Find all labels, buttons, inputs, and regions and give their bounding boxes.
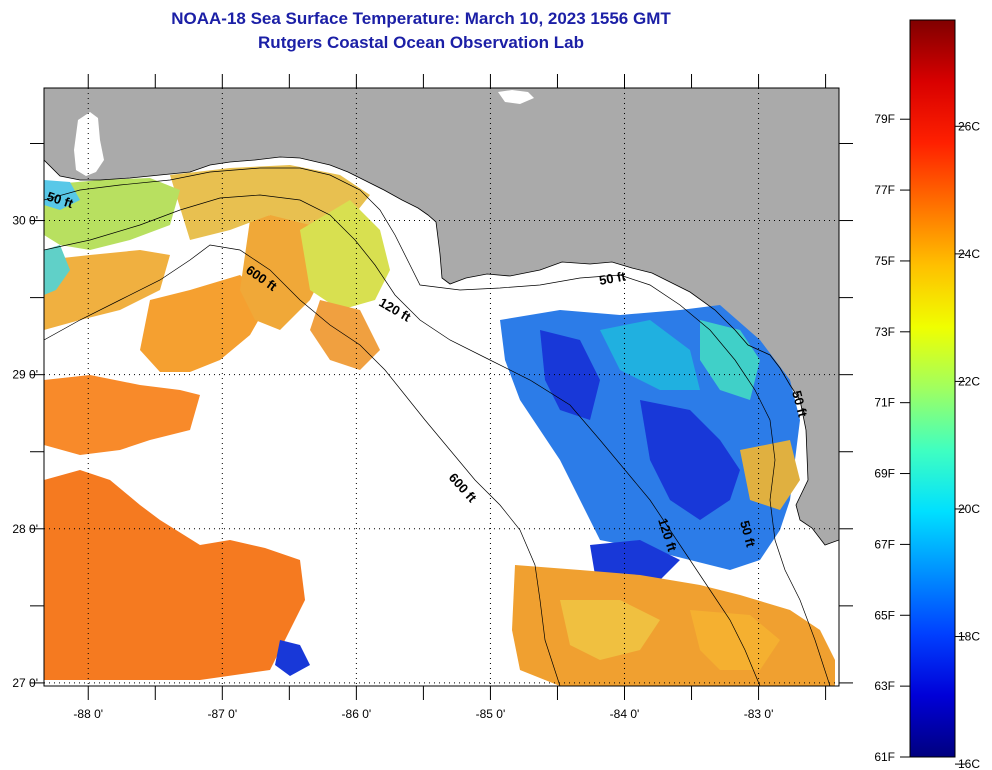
colorbar-f-label: 69F bbox=[874, 467, 895, 481]
x-tick-label: -83 0' bbox=[744, 707, 774, 721]
y-tick-label: 29 0' bbox=[12, 368, 38, 382]
colorbar-c-label: 22C bbox=[958, 374, 980, 388]
x-tick-label: -87 0' bbox=[207, 707, 237, 721]
lake-inlet bbox=[498, 90, 534, 104]
contour-600ft bbox=[44, 244, 561, 686]
colorbar-f-label: 73F bbox=[874, 325, 895, 339]
contour-label-50ft-east: 50 ft bbox=[737, 519, 759, 549]
colorbar-c-label: 18C bbox=[958, 630, 980, 644]
contour-label-50ft-bigbend: 50 ft bbox=[598, 268, 628, 288]
mobile-bay bbox=[74, 112, 104, 176]
map-subtitle: Rutgers Coastal Ocean Observation Lab bbox=[258, 33, 584, 52]
colorbar-c-label: 26C bbox=[958, 119, 980, 133]
contour-120ft bbox=[44, 194, 761, 686]
land-mass bbox=[44, 88, 839, 545]
colorbar-scale bbox=[909, 19, 956, 758]
contour-label-50ft-northeast: 50 ft bbox=[789, 389, 811, 419]
colorbar-f-label: 65F bbox=[874, 608, 895, 622]
x-tick-label: -84 0' bbox=[610, 707, 640, 721]
y-tick-label: 28 0' bbox=[12, 522, 38, 536]
map-layers bbox=[44, 88, 839, 686]
colorbar-f-label: 79F bbox=[874, 112, 895, 126]
contour-50ft bbox=[44, 167, 831, 686]
colorbar-c-label: 24C bbox=[958, 247, 980, 261]
colorbar-c-label: 16C bbox=[958, 757, 980, 770]
sst-patches bbox=[44, 165, 835, 686]
x-tick-label: -86 0' bbox=[342, 707, 372, 721]
coastline bbox=[44, 156, 839, 546]
colorbar-f-label: 67F bbox=[874, 537, 895, 551]
y-tick-label: 30 0' bbox=[12, 214, 38, 228]
colorbar-c-label: 20C bbox=[958, 502, 980, 516]
colorbar-f-label: 61F bbox=[874, 750, 895, 764]
y-tick-label: 27 0' bbox=[12, 676, 38, 690]
colorbar-f-label: 75F bbox=[874, 254, 895, 268]
x-tick-label: -85 0' bbox=[476, 707, 506, 721]
colorbar-f-label: 71F bbox=[874, 396, 895, 410]
map-frame bbox=[43, 87, 840, 687]
x-tick-label: -88 0' bbox=[73, 707, 103, 721]
map-title: NOAA-18 Sea Surface Temperature: March 1… bbox=[171, 9, 671, 28]
map-axes: -88 0' -87 0' -86 0' -85 0' -84 0' -83 0' 30 0… bbox=[12, 74, 853, 721]
colorbar: 79F 77F 75F 73F 71F 69F 67F 65F 63F 61F 26C 24C 22C 2… bbox=[874, 19, 980, 770]
colorbar-f-label: 63F bbox=[874, 679, 895, 693]
colorbar-f-label: 77F bbox=[874, 183, 895, 197]
